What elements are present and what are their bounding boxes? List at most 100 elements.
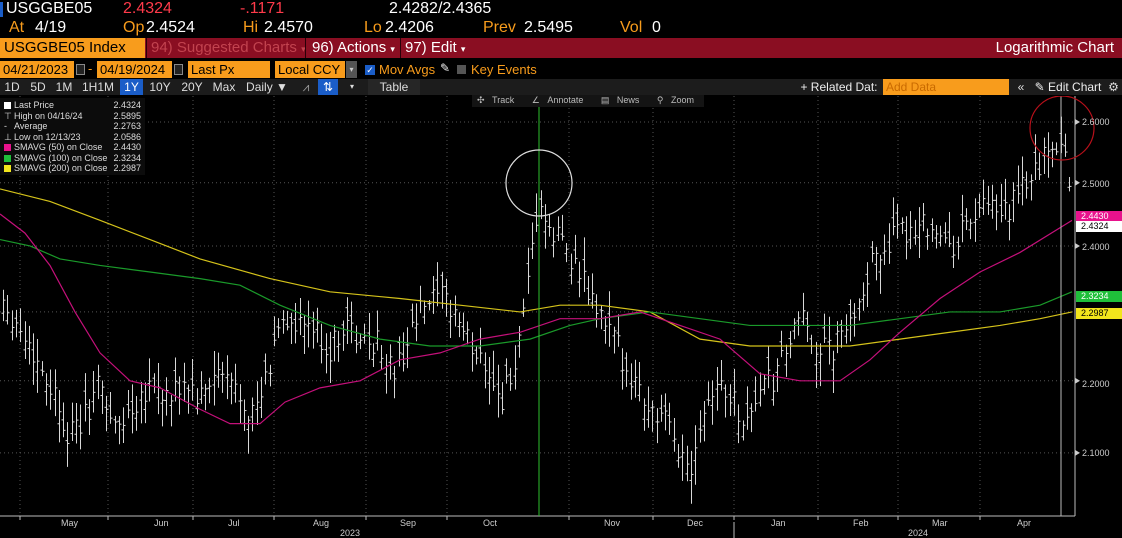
year-label: 2024 [908, 528, 929, 538]
mov-avgs-label: Mov Avgs [379, 62, 436, 77]
x-tick: Oct [483, 518, 498, 528]
legend-label: High on 04/16/24 [14, 110, 83, 121]
add-data-input[interactable]: Add Data [883, 79, 1009, 95]
legend-low: ⊥ Low on 12/13/23 2.0586 [4, 132, 145, 143]
period-5d[interactable]: 5D [30, 80, 46, 94]
ticker: USGGBE05 [6, 0, 93, 17]
actions-button[interactable]: 96) Actions ▾ [305, 38, 399, 58]
edit-chart-button[interactable]: ✎ Edit Chart [1034, 80, 1102, 94]
start-date-field[interactable]: 04/21/2023 [0, 61, 74, 78]
mov-avgs-checkbox[interactable]: ✓ [365, 65, 375, 75]
year-label: 2023 [340, 528, 361, 538]
legend-value: 2.2763 [113, 121, 141, 131]
period-20y[interactable]: 20Y [181, 80, 203, 94]
period-1d[interactable]: 1D [4, 80, 20, 94]
swatch-icon [4, 154, 11, 162]
y-tick: 2.5000 [1082, 179, 1110, 189]
end-date-field[interactable]: 04/19/2024 [97, 61, 172, 78]
annotate-label: Annotate [547, 95, 584, 105]
date-separator: - [88, 61, 93, 76]
currency-selector[interactable]: Local CCY [275, 61, 345, 78]
period-1h1m[interactable]: 1H1M [81, 80, 114, 94]
line-chart-icon[interactable]: ⩘ [302, 80, 310, 94]
legend-high: ⊤ High on 04/16/24 2.5895 [4, 111, 145, 122]
y-tick: 2.4000 [1082, 242, 1110, 252]
low-marker-icon: ⊥ [4, 131, 12, 142]
at-value: 4/19 [35, 19, 67, 36]
smavg100-tag: 2.3234 [1076, 291, 1122, 302]
track-tool[interactable]: ✣ Track [472, 95, 524, 106]
legend-label: Low on 12/13/23 [14, 131, 81, 142]
period-10y[interactable]: 10Y [149, 80, 171, 94]
related-data-button[interactable]: + Related Dat: [800, 80, 878, 94]
bar-chart-icon[interactable]: ⇅ [318, 79, 338, 95]
x-tick: Jul [228, 518, 240, 528]
legend-smavg50[interactable]: SMAVG (50) on Close 2.4430 [4, 142, 145, 153]
open-label: Op [123, 19, 145, 36]
chart-toolbar: 1D 5D 1M 1H1M 1Y 10Y 20Y Max Daily ▼ ⩘ ⇅… [0, 79, 1122, 95]
smavg200-tag: 2.2987 [1076, 308, 1122, 319]
swatch-icon [4, 144, 11, 151]
collapse-icon[interactable]: « [1017, 80, 1025, 94]
x-tick: Jan [771, 518, 786, 528]
annotate-tool[interactable]: ∠ Annotate [527, 95, 594, 106]
security-field[interactable]: USGGBE05 Index [0, 38, 145, 58]
average-marker-icon: - [4, 121, 7, 131]
net-change: -.1171 [240, 0, 285, 17]
gear-icon[interactable]: ⚙ [1108, 80, 1119, 94]
x-tick: Dec [687, 518, 704, 528]
field-selector[interactable]: Last Px [188, 61, 270, 78]
legend-value: 2.0586 [113, 131, 141, 142]
frequency-dropdown[interactable]: Daily ▼ [246, 80, 288, 94]
swatch-icon [4, 165, 11, 172]
legend-label: SMAVG (100) on Close [14, 152, 108, 163]
table-button[interactable]: Table [368, 79, 420, 95]
period-max[interactable]: Max [212, 80, 236, 94]
price-chart[interactable] [0, 96, 1122, 538]
open-value: 2.4524 [146, 19, 195, 36]
chart-tools: ✣ Track ∠ Annotate ▤ News ⚲ Zoom [472, 95, 705, 107]
high-label: Hi [243, 19, 259, 36]
period-1m[interactable]: 1M [55, 80, 73, 94]
x-tick: Nov [604, 518, 621, 528]
dropdown-arrow-icon[interactable]: ▾ [346, 61, 357, 78]
suggested-charts-button[interactable]: 94) Suggested Charts ▾ [146, 38, 306, 58]
legend-last-price[interactable]: Last Price 2.4324 [4, 100, 145, 111]
y-tick: 2.6000 [1082, 117, 1110, 127]
legend-label: SMAVG (200) on Close [14, 163, 108, 173]
menu-bar: USGGBE05 Index 94) Suggested Charts ▾ 96… [0, 38, 1122, 58]
legend-smavg200[interactable]: SMAVG (200) on Close 2.2987 [4, 163, 145, 174]
high-marker-icon: ⊤ [4, 110, 12, 121]
calendar-icon[interactable] [76, 64, 85, 75]
dropdown-caret-icon: ▾ [390, 44, 395, 54]
edit-button[interactable]: 97) Edit ▾ [400, 38, 466, 58]
prev-label: Prev [483, 19, 516, 36]
y-tick: 2.2000 [1082, 379, 1110, 389]
edit-label: 97) Edit [405, 39, 457, 56]
edit-chart-label: Edit Chart [1048, 80, 1102, 94]
x-tick: Apr [1017, 518, 1032, 528]
news-tool[interactable]: ▤ News [596, 95, 650, 106]
legend-value: 2.2987 [113, 163, 141, 173]
x-tick: May [61, 518, 79, 528]
vol-label: Vol [620, 19, 643, 36]
dropdown-caret-icon: ▾ [301, 44, 306, 54]
chart-type-label: Logarithmic Chart [995, 39, 1114, 56]
legend-label: SMAVG (50) on Close [14, 142, 103, 152]
period-1y[interactable]: 1Y [120, 79, 143, 95]
pencil-icon[interactable]: ✎ [440, 61, 451, 75]
vol-value: 0 [652, 19, 661, 36]
low-label: Lo [364, 19, 382, 36]
key-events-checkbox[interactable] [457, 65, 466, 74]
dropdown-caret-icon: ▾ [460, 44, 466, 54]
zoom-tool[interactable]: ⚲ Zoom [652, 95, 704, 106]
swatch-icon [4, 102, 11, 109]
bid-ask: 2.4282/2.4365 [389, 0, 492, 17]
chart-type-dropdown-icon[interactable]: ▾ [349, 82, 354, 91]
legend-smavg100[interactable]: SMAVG (100) on Close 2.3234 [4, 153, 145, 164]
news-label: News [616, 95, 640, 105]
actions-label: 96) Actions [312, 39, 387, 56]
last-price-tag: 2.4324 [1076, 221, 1122, 232]
x-tick: Mar [932, 518, 948, 528]
calendar-icon[interactable] [174, 64, 183, 75]
